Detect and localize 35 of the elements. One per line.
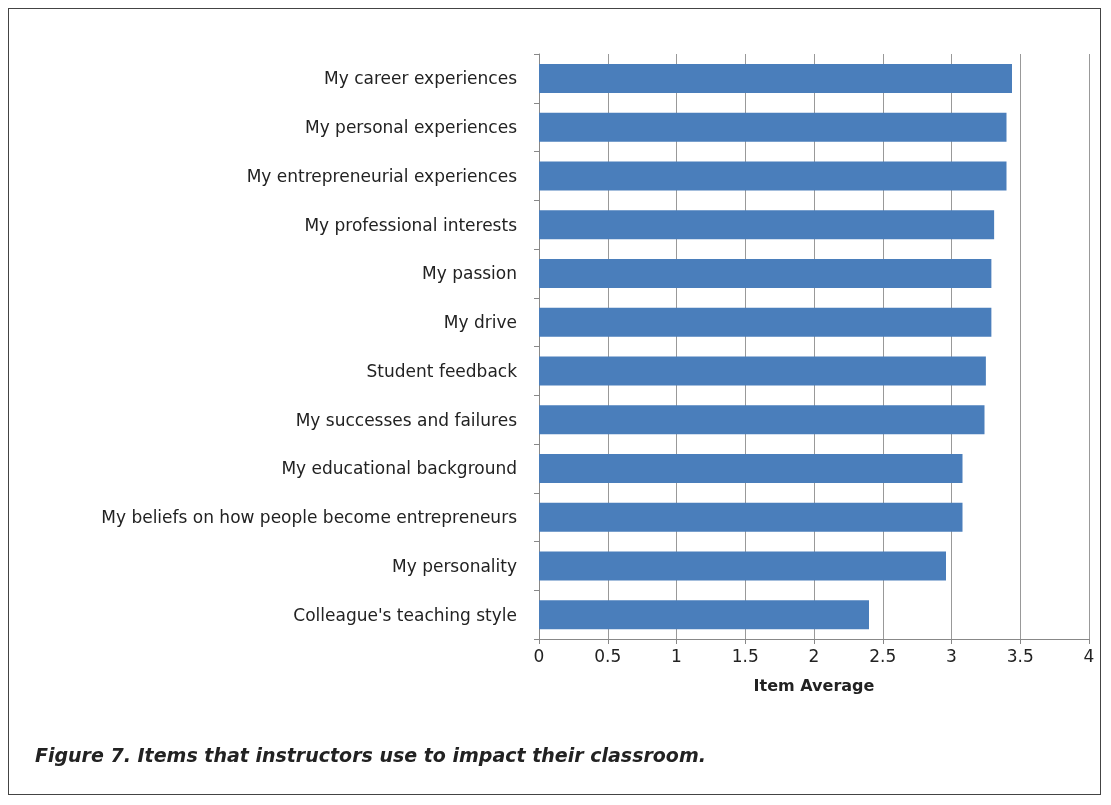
- x-tick-label: 3: [946, 645, 957, 666]
- bar: [539, 161, 1007, 191]
- bar: [539, 307, 992, 337]
- bar: [539, 356, 986, 386]
- bar: [539, 63, 1012, 93]
- bar: [539, 600, 869, 630]
- y-tick-label: My entrepreneurial experiences: [246, 165, 518, 186]
- y-tick-label: Colleague's teaching style: [293, 604, 517, 625]
- x-tick-label: 2: [808, 645, 820, 666]
- y-tick-label: Student feedback: [366, 360, 518, 381]
- y-tick-label: My professional interests: [304, 214, 518, 235]
- bar: [539, 258, 992, 288]
- y-tick-label: My successes and failures: [295, 409, 518, 430]
- x-tick-label: 2.5: [869, 645, 897, 666]
- y-tick-label: My personal experiences: [304, 117, 518, 138]
- y-tick-label: My educational background: [281, 458, 517, 479]
- x-tick-label: 1: [671, 645, 682, 666]
- y-tick-label: My personality: [392, 555, 517, 576]
- y-tick-label: My drive: [443, 312, 517, 333]
- y-tick-label: My beliefs on how people become entrepreneurs: [101, 507, 518, 528]
- bar: [539, 405, 985, 435]
- x-tick-label: 1.5: [731, 645, 759, 666]
- y-tick-label: My passion: [422, 263, 517, 284]
- x-tick-label: 4: [1083, 645, 1095, 666]
- x-tick-label: 0.5: [594, 645, 622, 666]
- bar: [539, 551, 946, 581]
- caption: Figure 7. Items that instructors use to impact their classroom.: [35, 743, 706, 766]
- x-tick-label: 0: [533, 645, 545, 666]
- y-tick-label: My career experiences: [324, 68, 518, 89]
- bar: [539, 112, 1007, 142]
- x-tick-label: 3.5: [1006, 645, 1034, 666]
- bar: [539, 502, 963, 532]
- x-axis-title: Item Average: [753, 675, 875, 695]
- bar: [539, 453, 963, 483]
- bar: [539, 210, 995, 240]
